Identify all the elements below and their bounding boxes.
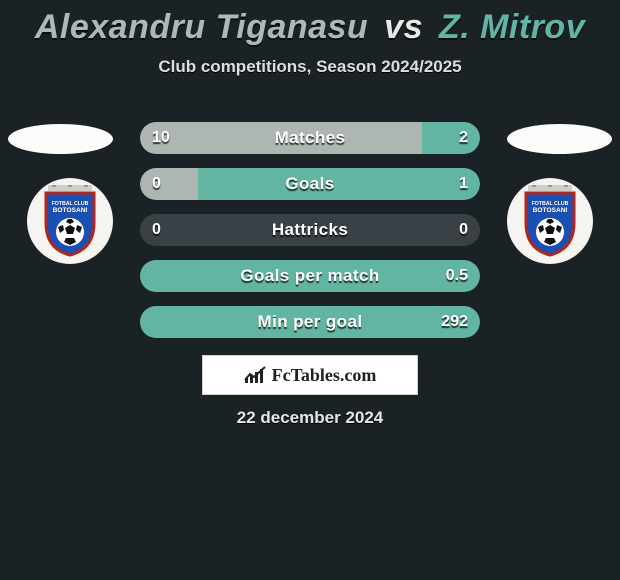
stat-label: Goals bbox=[140, 168, 480, 200]
player2-silhouette-placeholder bbox=[507, 124, 612, 154]
stat-value-right: 2 bbox=[459, 122, 468, 154]
stat-bars-container: 10 Matches 2 0 Goals 1 0 Hattricks 0 Goa… bbox=[140, 122, 480, 352]
generated-date: 22 december 2024 bbox=[0, 408, 620, 428]
fctables-logo-text: FcTables.com bbox=[272, 365, 377, 386]
stat-label: Hattricks bbox=[140, 214, 480, 246]
stat-value-right: 0 bbox=[459, 214, 468, 246]
player2-club-badge: FOTBAL CLUB BOTOSANI bbox=[507, 178, 593, 264]
stat-value-right: 292 bbox=[441, 306, 468, 338]
subtitle: Club competitions, Season 2024/2025 bbox=[0, 57, 620, 77]
stat-bar-row: 0 Goals 1 bbox=[140, 168, 480, 200]
stat-bar-row: Goals per match 0.5 bbox=[140, 260, 480, 292]
stat-label: Min per goal bbox=[140, 306, 480, 338]
fctables-watermark: FcTables.com bbox=[202, 355, 418, 395]
stat-value-right: 1 bbox=[459, 168, 468, 200]
stats-icon bbox=[244, 366, 266, 384]
player2-name: Z. Mitrov bbox=[439, 8, 585, 46]
stat-bar-row: 0 Hattricks 0 bbox=[140, 214, 480, 246]
player1-club-badge: FOTBAL CLUB BOTOSANI bbox=[27, 178, 113, 264]
stat-label: Matches bbox=[140, 122, 480, 154]
comparison-title: Alexandru Tiganasu vs Z. Mitrov bbox=[0, 0, 620, 47]
stat-value-right: 0.5 bbox=[446, 260, 468, 292]
stat-bar-row: 10 Matches 2 bbox=[140, 122, 480, 154]
player1-silhouette-placeholder bbox=[8, 124, 113, 154]
svg-text:BOTOSANI: BOTOSANI bbox=[533, 207, 568, 214]
vs-separator: vs bbox=[378, 8, 429, 46]
stat-label: Goals per match bbox=[140, 260, 480, 292]
svg-text:BOTOSANI: BOTOSANI bbox=[53, 207, 88, 214]
stat-bar-row: Min per goal 292 bbox=[140, 306, 480, 338]
player1-name: Alexandru Tiganasu bbox=[35, 8, 368, 46]
